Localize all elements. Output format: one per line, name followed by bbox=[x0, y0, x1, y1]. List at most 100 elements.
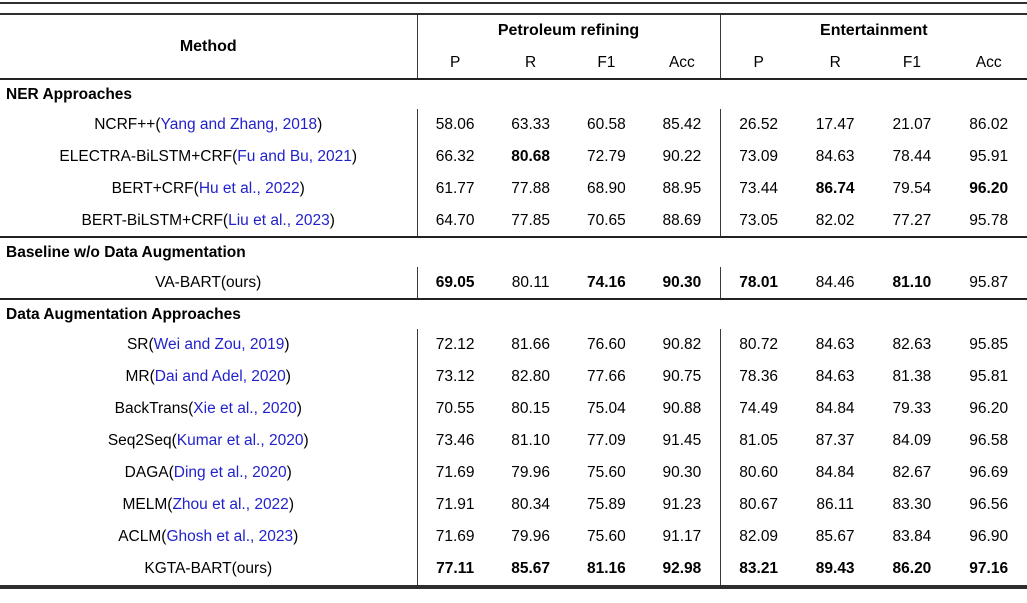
method-name: NCRF++( bbox=[94, 116, 161, 133]
value-cell: 84.84 bbox=[815, 464, 855, 481]
group-header-petroleum: Petroleum refining bbox=[416, 15, 721, 47]
table-row: Seq2Seq(Kumar et al., 2020) 73.46 81.10 77.… bbox=[0, 425, 1027, 457]
value-cell: 85.42 bbox=[662, 116, 702, 133]
value-cell: 17.47 bbox=[815, 116, 855, 133]
value-cell: 84.63 bbox=[815, 336, 855, 353]
value-cell: 81.16 bbox=[586, 560, 626, 577]
value-cell: 96.58 bbox=[969, 432, 1009, 449]
method-name: VA-BART(ours) bbox=[155, 273, 262, 291]
value-cell: 68.90 bbox=[586, 180, 626, 197]
value-cell: 73.12 bbox=[416, 361, 493, 393]
section-row: Baseline w/o Data Augmentation bbox=[0, 236, 1027, 267]
section-title: NER Approaches bbox=[6, 85, 133, 103]
citation-link[interactable]: Yang and Zhang, 2018 bbox=[160, 116, 318, 133]
table-row: ELECTRA-BiLSTM+CRF(Fu and Bu, 2021) 66.32… bbox=[0, 141, 1027, 173]
citation-link[interactable]: Ghosh et al., 2023 bbox=[166, 528, 294, 545]
value-cell: 26.52 bbox=[719, 109, 797, 141]
value-cell: 71.91 bbox=[416, 489, 493, 521]
value-cell: 73.09 bbox=[719, 141, 797, 173]
metric-header-p2: P bbox=[719, 47, 797, 80]
value-cell: 86.11 bbox=[816, 496, 854, 513]
citation-link[interactable]: Fu and Bu, 2021 bbox=[237, 148, 352, 165]
value-cell: 84.46 bbox=[815, 273, 855, 291]
value-cell: 69.05 bbox=[416, 267, 493, 299]
value-cell: 78.01 bbox=[719, 267, 797, 299]
method-name-close: ) bbox=[351, 148, 358, 165]
value-cell: 79.96 bbox=[511, 528, 551, 545]
value-cell: 72.79 bbox=[586, 148, 626, 165]
value-cell: 72.12 bbox=[416, 329, 493, 361]
value-cell: 90.82 bbox=[662, 336, 702, 353]
value-cell: 84.63 bbox=[815, 368, 855, 385]
value-cell: 79.96 bbox=[511, 464, 551, 481]
table-row: DAGA(Ding et al., 2020) 71.69 79.96 75.60 90… bbox=[0, 457, 1027, 489]
value-cell: 77.27 bbox=[892, 211, 932, 229]
value-cell: 84.84 bbox=[815, 400, 855, 417]
value-cell: 21.07 bbox=[892, 116, 932, 133]
value-cell: 95.85 bbox=[969, 336, 1009, 353]
citation-link[interactable]: Wei and Zou, 2019 bbox=[153, 336, 285, 353]
value-cell: 80.34 bbox=[511, 496, 551, 513]
value-cell: 90.22 bbox=[662, 148, 702, 165]
metric-header-p1: P bbox=[416, 47, 493, 80]
citation-link[interactable]: Kumar et al., 2020 bbox=[176, 432, 304, 449]
value-cell: 63.33 bbox=[511, 116, 551, 133]
method-name-close: ) bbox=[288, 496, 294, 513]
citation-link[interactable]: Dai and Adel, 2020 bbox=[154, 368, 286, 385]
citation-link[interactable]: Hu et al., 2022 bbox=[198, 180, 300, 197]
value-cell: 90.30 bbox=[662, 464, 702, 481]
value-cell: 75.04 bbox=[586, 400, 626, 417]
value-cell: 96.20 bbox=[969, 400, 1009, 417]
value-cell: 80.67 bbox=[719, 489, 797, 521]
value-cell: 81.66 bbox=[511, 336, 551, 353]
value-cell: 82.63 bbox=[892, 336, 932, 353]
value-cell: 58.06 bbox=[416, 109, 493, 141]
value-cell: 97.16 bbox=[969, 560, 1009, 577]
value-cell: 78.44 bbox=[892, 148, 932, 165]
value-cell: 73.05 bbox=[719, 205, 797, 237]
value-cell: 61.77 bbox=[416, 173, 493, 205]
value-cell: 96.20 bbox=[969, 180, 1009, 197]
value-cell: 80.72 bbox=[719, 329, 797, 361]
value-cell: 88.69 bbox=[662, 211, 702, 229]
value-cell: 83.30 bbox=[892, 496, 932, 513]
method-cell: BackTrans(Xie et al., 2020) bbox=[0, 393, 417, 425]
value-cell: 70.65 bbox=[586, 211, 626, 229]
value-cell: 77.66 bbox=[586, 368, 626, 385]
value-cell: 84.63 bbox=[815, 148, 855, 165]
value-cell: 90.75 bbox=[662, 368, 702, 385]
value-cell: 95.78 bbox=[969, 211, 1009, 229]
value-cell: 82.09 bbox=[719, 521, 797, 553]
method-name-close: ) bbox=[296, 400, 302, 417]
value-cell: 80.68 bbox=[511, 148, 551, 165]
value-cell: 81.10 bbox=[892, 273, 932, 291]
method-name: DAGA( bbox=[124, 464, 174, 481]
value-cell: 96.56 bbox=[969, 496, 1009, 513]
value-cell: 96.90 bbox=[969, 528, 1009, 545]
table-row: KGTA-BART(ours) 77.11 85.67 81.16 92.98 83.21… bbox=[0, 553, 1027, 585]
value-cell: 82.67 bbox=[892, 464, 932, 481]
citation-link[interactable]: Liu et al., 2023 bbox=[228, 211, 330, 229]
value-cell: 60.58 bbox=[586, 116, 626, 133]
method-column-header: Method bbox=[0, 15, 417, 80]
value-cell: 81.05 bbox=[719, 425, 797, 457]
method-cell: BERT+CRF(Hu et al., 2022) bbox=[0, 173, 417, 205]
citation-link[interactable]: Ding et al., 2020 bbox=[173, 464, 287, 481]
value-cell: 90.30 bbox=[662, 273, 702, 291]
table-row: ACLM(Ghosh et al., 2023) 71.69 79.96 75.60 9… bbox=[0, 521, 1027, 553]
section-row: NER Approaches bbox=[0, 79, 1027, 109]
citation-link[interactable]: Zhou et al., 2022 bbox=[172, 496, 289, 513]
citation-link[interactable]: Xie et al., 2020 bbox=[193, 400, 297, 417]
method-name: ELECTRA-BiLSTM+CRF( bbox=[59, 148, 238, 165]
metric-header-acc2: Acc bbox=[950, 47, 1027, 80]
value-cell: 78.36 bbox=[719, 361, 797, 393]
method-name: SR( bbox=[126, 336, 154, 353]
value-cell: 84.09 bbox=[892, 432, 932, 449]
results-table: Method Petroleum refining Entertainment … bbox=[0, 15, 1027, 585]
value-cell: 66.32 bbox=[416, 141, 493, 173]
value-cell: 77.11 bbox=[416, 553, 493, 585]
method-name-close: ) bbox=[299, 180, 305, 197]
method-cell: Seq2Seq(Kumar et al., 2020) bbox=[0, 425, 417, 457]
method-cell: ELECTRA-BiLSTM+CRF(Fu and Bu, 2021) bbox=[0, 141, 417, 173]
